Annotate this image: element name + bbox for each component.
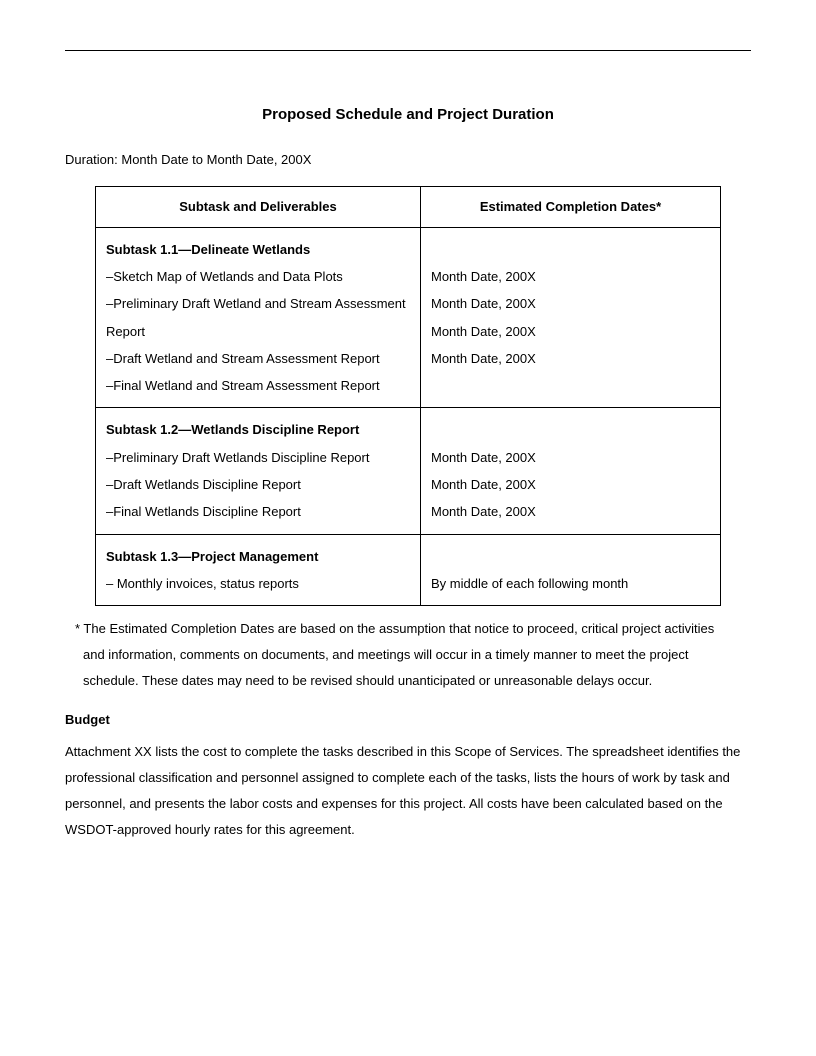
subtask-title: Subtask 1.2—Wetlands Discipline Report bbox=[106, 416, 410, 443]
budget-heading: Budget bbox=[65, 712, 751, 727]
deliverable-item: –Preliminary Draft Wetlands Discipline R… bbox=[106, 444, 410, 471]
subtask-title: Subtask 1.1—Delineate Wetlands bbox=[106, 236, 410, 263]
header-subtask: Subtask and Deliverables bbox=[96, 187, 421, 227]
subtask-title: Subtask 1.3—Project Management bbox=[106, 543, 410, 570]
deliverable-item: –Final Wetlands Discipline Report bbox=[106, 498, 410, 525]
completion-date: Month Date, 200X bbox=[431, 471, 710, 498]
table-row: Subtask 1.1—Delineate Wetlands–Sketch Ma… bbox=[96, 227, 721, 408]
header-dates: Estimated Completion Dates* bbox=[421, 187, 721, 227]
completion-date: Month Date, 200X bbox=[431, 444, 710, 471]
schedule-table-wrap: Subtask and Deliverables Estimated Compl… bbox=[65, 186, 751, 606]
deliverable-item: –Draft Wetland and Stream Assessment Rep… bbox=[106, 345, 410, 372]
deliverable-item: –Preliminary Draft Wetland and Stream As… bbox=[106, 290, 410, 345]
table-row: Subtask 1.2—Wetlands Discipline Report–P… bbox=[96, 408, 721, 534]
page-title: Proposed Schedule and Project Duration bbox=[65, 106, 751, 123]
deliverable-item: –Sketch Map of Wetlands and Data Plots bbox=[106, 263, 410, 290]
dates-cell: By middle of each following month bbox=[421, 534, 721, 606]
deliverable-item: – Monthly invoices, status reports bbox=[106, 570, 410, 597]
footnote: * The Estimated Completion Dates are bas… bbox=[70, 616, 721, 694]
completion-date: Month Date, 200X bbox=[431, 498, 710, 525]
subtask-cell: Subtask 1.3—Project Management– Monthly … bbox=[96, 534, 421, 606]
spacer bbox=[431, 416, 710, 443]
budget-paragraph: Attachment XX lists the cost to complete… bbox=[65, 739, 751, 843]
dates-cell: Month Date, 200XMonth Date, 200XMonth Da… bbox=[421, 408, 721, 534]
completion-date: Month Date, 200X bbox=[431, 318, 710, 345]
deliverable-item: –Draft Wetlands Discipline Report bbox=[106, 471, 410, 498]
subtask-cell: Subtask 1.1—Delineate Wetlands–Sketch Ma… bbox=[96, 227, 421, 408]
completion-date: Month Date, 200X bbox=[431, 263, 710, 290]
spacer bbox=[431, 543, 710, 570]
table-header-row: Subtask and Deliverables Estimated Compl… bbox=[96, 187, 721, 227]
spacer bbox=[431, 236, 710, 263]
duration-line: Duration: Month Date to Month Date, 200X bbox=[65, 148, 751, 171]
deliverable-item: –Final Wetland and Stream Assessment Rep… bbox=[106, 372, 410, 399]
subtask-cell: Subtask 1.2—Wetlands Discipline Report–P… bbox=[96, 408, 421, 534]
header-rule bbox=[65, 50, 751, 51]
schedule-table: Subtask and Deliverables Estimated Compl… bbox=[95, 186, 721, 606]
completion-date: By middle of each following month bbox=[431, 570, 710, 597]
completion-date: Month Date, 200X bbox=[431, 290, 710, 317]
table-row: Subtask 1.3—Project Management– Monthly … bbox=[96, 534, 721, 606]
dates-cell: Month Date, 200XMonth Date, 200XMonth Da… bbox=[421, 227, 721, 408]
completion-date: Month Date, 200X bbox=[431, 345, 710, 372]
